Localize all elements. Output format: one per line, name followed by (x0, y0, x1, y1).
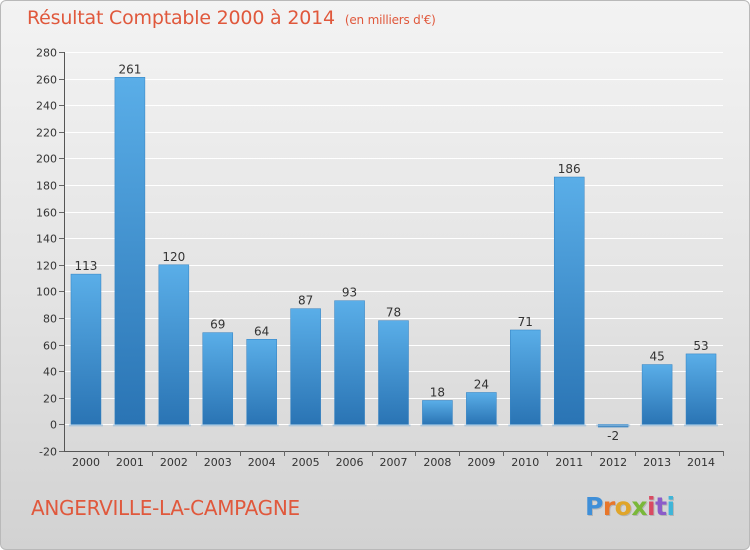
bar (158, 264, 190, 425)
data-label: 24 (474, 377, 489, 391)
x-tick-label: 2011 (555, 456, 583, 469)
bar-base (464, 424, 499, 427)
data-label: 261 (118, 62, 141, 76)
y-tick-label: 160 (36, 207, 57, 220)
bar (202, 332, 234, 425)
x-tick-label: 2009 (467, 456, 495, 469)
logo-letter: i (666, 492, 676, 521)
chart-title-text: Résultat Comptable 2000 à 2014 (27, 7, 335, 29)
bar-base (332, 424, 367, 427)
y-tick-label: 120 (36, 260, 57, 273)
y-tick-label: 180 (36, 180, 57, 193)
data-label: 87 (298, 294, 313, 308)
x-tick-label: 2013 (643, 456, 671, 469)
chart-subtitle: (en milliers d'€) (344, 13, 436, 27)
y-tick-label: 220 (36, 127, 57, 140)
bar-base (508, 424, 543, 427)
data-label: 64 (254, 324, 269, 338)
bar (641, 364, 673, 425)
chart-title: Résultat Comptable 2000 à 2014 (en millie… (27, 7, 436, 29)
x-tick-label: 2007 (380, 456, 408, 469)
bar-base (288, 424, 323, 427)
y-tick-label: 260 (36, 74, 57, 87)
data-label: 93 (342, 286, 357, 300)
y-tick-label: 20 (43, 393, 57, 406)
data-label: 186 (558, 162, 581, 176)
bar-base (68, 424, 103, 427)
bar (422, 400, 453, 425)
bar (334, 300, 365, 425)
bar-base (420, 424, 455, 427)
bar-base (684, 424, 719, 427)
y-tick-label: 200 (36, 153, 57, 166)
bar (246, 339, 277, 425)
bar (378, 320, 409, 425)
bar-base (112, 424, 147, 427)
x-tick-label: 2004 (248, 456, 276, 469)
y-tick-label: 240 (36, 100, 57, 113)
x-tick-label: 2002 (160, 456, 188, 469)
x-tick-label: 2005 (292, 456, 320, 469)
x-tick-label: 2006 (336, 456, 364, 469)
data-label: 45 (649, 350, 664, 364)
proxiti-logo: Proxiti (585, 492, 675, 521)
bar (290, 308, 321, 425)
location-name: ANGERVILLE-LA-CAMPAGNE (31, 496, 300, 520)
logo-letter: i (647, 492, 656, 521)
x-tick-label: 2000 (72, 456, 100, 469)
y-tick-label: 100 (36, 286, 57, 299)
x-tick-label: 2003 (204, 456, 232, 469)
bar-base (200, 424, 235, 427)
y-tick-label: 80 (43, 313, 57, 326)
bar-base (596, 424, 631, 427)
x-tick-label: 2010 (511, 456, 539, 469)
data-label: 18 (430, 385, 445, 399)
logo-letter: o (614, 492, 632, 521)
y-tick-label: 40 (43, 366, 57, 379)
bar (70, 273, 102, 425)
y-tick-label: 60 (43, 340, 57, 353)
bar (510, 329, 541, 425)
bar-base (376, 424, 411, 427)
data-label: 120 (162, 250, 185, 264)
bar (685, 353, 717, 425)
x-tick-label: 2014 (687, 456, 715, 469)
data-label: 71 (518, 315, 533, 329)
y-tick-label: 280 (36, 47, 57, 60)
data-label: 78 (386, 306, 401, 320)
x-tick-label: 2001 (116, 456, 144, 469)
y-tick-label: 0 (50, 419, 57, 432)
y-tick-label: 140 (36, 233, 57, 246)
y-tick-label: -20 (39, 446, 57, 459)
bar (466, 392, 497, 425)
data-label: -2 (607, 429, 619, 443)
data-label: 53 (693, 339, 708, 353)
bar-base (244, 424, 279, 427)
x-tick-label: 2012 (599, 456, 627, 469)
bar-base (156, 424, 191, 427)
bar-base (640, 424, 675, 427)
logo-letter: t (655, 492, 667, 521)
bar (553, 176, 585, 425)
logo-letter: P (585, 492, 603, 521)
logo-letter: x (631, 492, 647, 521)
data-label: 69 (210, 318, 225, 332)
x-tick-label: 2008 (423, 456, 451, 469)
logo-letter: r (602, 492, 615, 521)
bar-base (552, 424, 587, 427)
data-label: 113 (75, 259, 98, 273)
bar (114, 77, 146, 425)
